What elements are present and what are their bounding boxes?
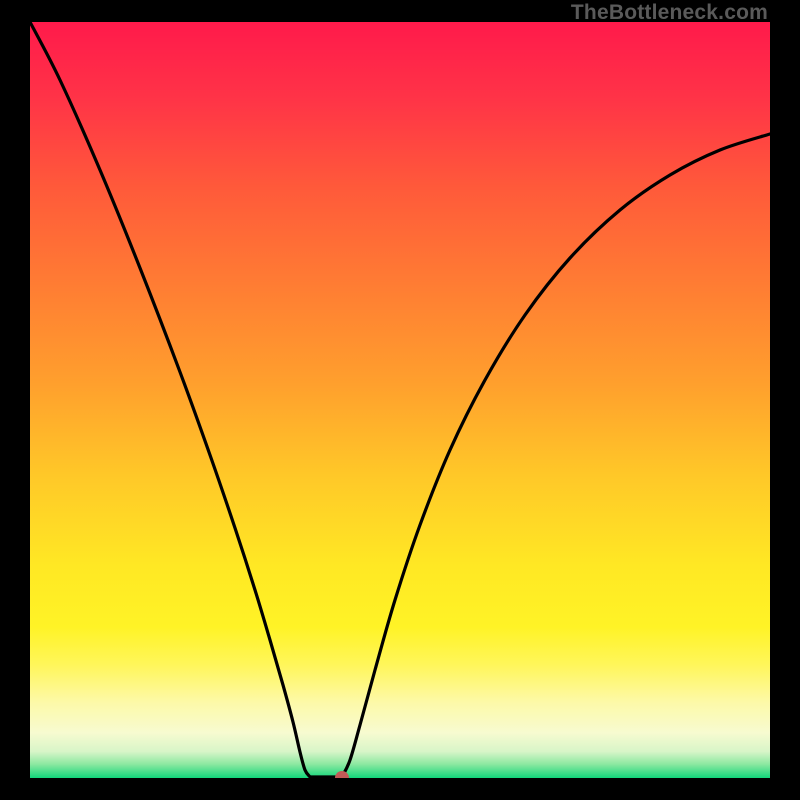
gradient-background <box>30 22 770 778</box>
chart-frame: TheBottleneck.com <box>0 0 800 800</box>
border-right <box>770 0 800 800</box>
border-left <box>0 0 30 800</box>
border-bottom <box>0 778 800 800</box>
watermark-text: TheBottleneck.com <box>571 1 768 25</box>
plot-svg <box>30 22 770 778</box>
plot-area <box>30 22 770 778</box>
